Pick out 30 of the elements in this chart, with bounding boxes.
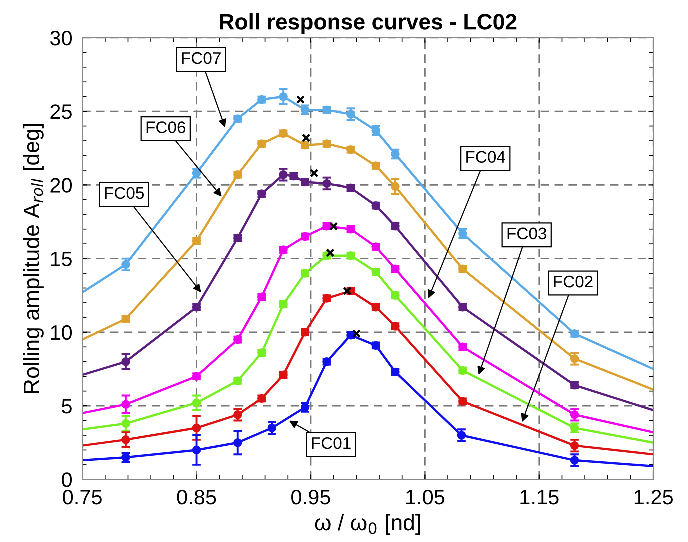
- annotation: FC07: [182, 52, 221, 64]
- y-tick-label: 10: [51, 325, 72, 340]
- x-tick-label: 1.05: [406, 490, 445, 505]
- point: [329, 222, 338, 231]
- annotation: FC02: [554, 276, 593, 288]
- annotation: FC05: [105, 187, 144, 200]
- x-tick-label: 0.75: [63, 490, 102, 505]
- y-tick-label: 25: [50, 104, 72, 120]
- y-tick-label: 30: [50, 30, 72, 46]
- point: [352, 330, 362, 338]
- y-tick-label: 5: [62, 399, 72, 414]
- point: [326, 248, 335, 258]
- y-tick-label: 0: [62, 472, 72, 488]
- y-axis-title: Rolling amplitude A$_{roll}$ [deg]: [23, 124, 44, 394]
- annotation: FC06: [146, 122, 186, 134]
- point: [302, 134, 311, 142]
- annotation: FC01: [312, 437, 351, 450]
- point: [296, 95, 306, 104]
- x-tick-label: 1.25: [634, 490, 673, 505]
- x-tick-label: 0.95: [292, 490, 330, 505]
- y-tick-label: 20: [50, 178, 72, 193]
- point: [310, 169, 319, 178]
- x-axis-title: ω / ω$_{0}$ [nd]: [315, 514, 420, 536]
- x-tick-label: 1.15: [520, 490, 559, 505]
- annotation: FC04: [466, 151, 506, 164]
- point: [343, 286, 352, 296]
- annotation: FC03: [508, 228, 547, 240]
- x-tick-label: 0.85: [177, 490, 216, 505]
- chart-title: Roll response curves - LC02: [220, 14, 517, 34]
- y-tick-label: 15: [51, 252, 72, 267]
